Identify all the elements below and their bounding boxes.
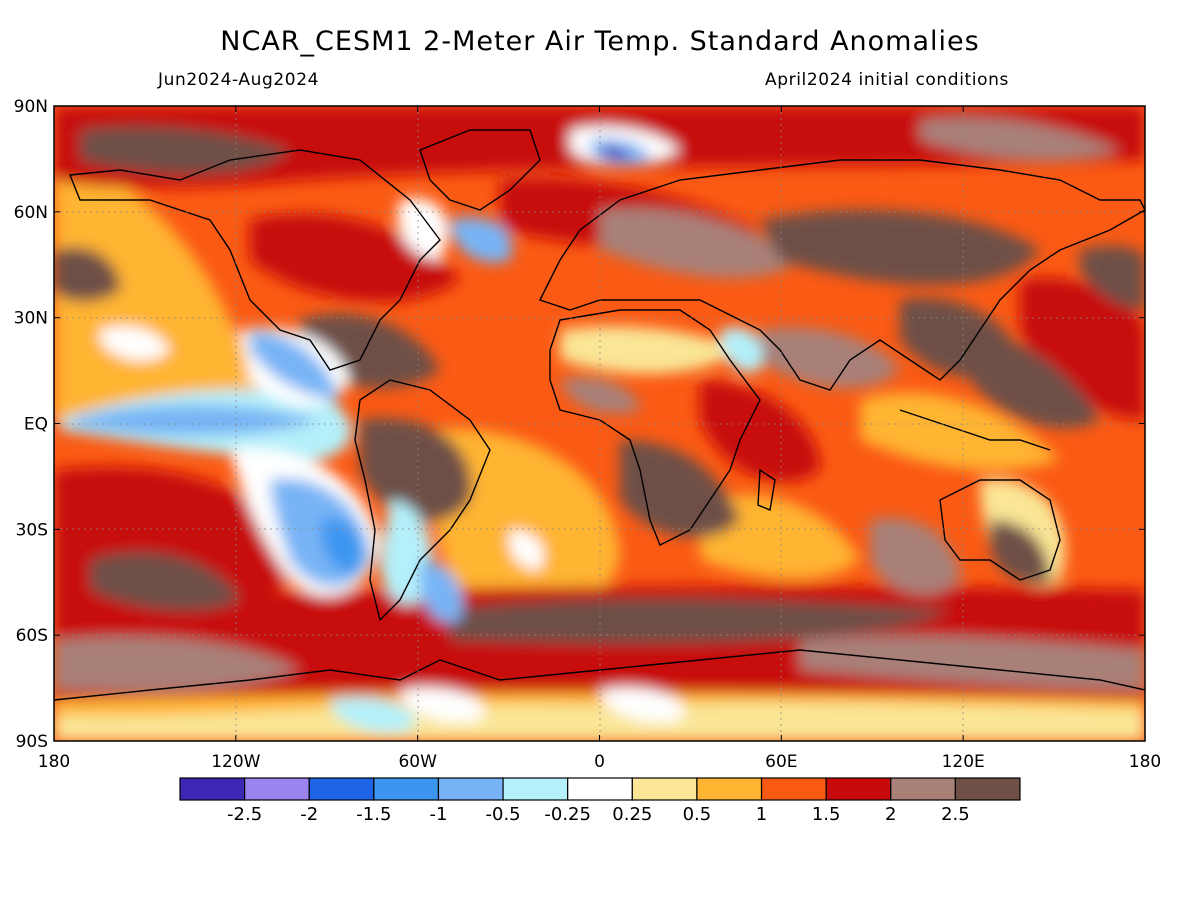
colorbar-swatch [631,777,698,801]
lon-tick-label: 60W [398,752,437,772]
colorbar-label: 0.5 [683,804,712,825]
colorbar-label: -1.5 [356,804,391,825]
latitude-labels: 90N 60N 30N EQ 30S 60S 90S [14,97,48,752]
colorbar: -2.5 -2 -1.5 -1 -0.5 -0.25 0.25 0.5 1 1.5 2 2.5 [179,777,1021,825]
lat-tick-label: 30N [14,309,48,329]
lon-tick-label: 180 [1129,752,1161,772]
map-title: NCAR_CESM1 2-Meter Air Temp. Standard An… [220,26,980,57]
lat-tick-label: 90N [14,97,48,117]
colorbar-swatch [760,777,827,801]
longitude-labels: 180 120W 60W 0 60E 120E 180 [38,752,1161,772]
lon-tick-label: 180 [38,752,70,772]
colorbar-swatch [244,777,310,801]
lat-tick-label: 90S [16,732,48,752]
colorbar-label: -0.5 [486,804,521,825]
colorbar-swatch [308,777,375,801]
graticule [54,106,1145,741]
lat-tick-label: 30S [16,520,48,540]
colorbar-label: 1.5 [812,804,841,825]
colorbar-label: -2 [300,804,318,825]
colorbar-swatch [890,777,956,801]
anomaly-field [54,106,1145,741]
colorbar-label: 2 [885,804,896,825]
lon-tick-label: 120W [211,752,260,772]
colorbar-label: -0.25 [544,804,591,825]
colorbar-swatch [696,777,763,801]
colorbar-label: 0.25 [612,804,652,825]
lon-tick-label: 0 [594,752,605,772]
colorbar-label: 2.5 [941,804,970,825]
colorbar-swatch [567,777,633,801]
initial-conditions: April2024 initial conditions [765,70,1009,90]
lon-tick-label: 60E [765,752,797,772]
lon-tick-label: 120E [942,752,985,772]
colorbar-swatch [179,777,246,801]
axis-ticks [53,105,1146,742]
colorbar-label: 1 [756,804,767,825]
lat-tick-label: 60N [14,203,48,223]
lat-tick-label: EQ [24,415,48,435]
lat-tick-label: 60S [16,626,48,646]
colorbar-swatch [825,777,892,801]
colorbar-label: -2.5 [227,804,262,825]
forecast-period: Jun2024-Aug2024 [158,70,320,90]
coastlines [53,129,1146,701]
colorbar-label: -1 [429,804,447,825]
colorbar-swatch [373,777,440,801]
colorbar-swatch [502,777,569,801]
colorbar-swatch [437,777,504,801]
colorbar-swatch [954,777,1021,801]
